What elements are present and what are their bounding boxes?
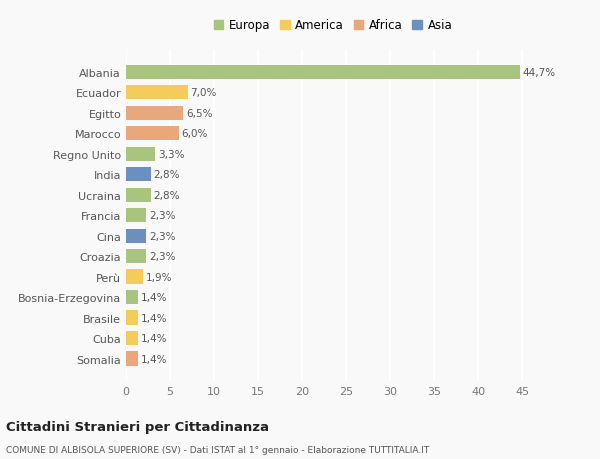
Text: 2,8%: 2,8% xyxy=(154,170,180,180)
Bar xyxy=(126,66,520,80)
Text: 1,4%: 1,4% xyxy=(141,333,167,343)
Bar xyxy=(126,127,179,141)
Bar xyxy=(126,86,188,100)
Text: 3,3%: 3,3% xyxy=(158,150,184,159)
Text: 44,7%: 44,7% xyxy=(523,67,556,78)
Text: 1,9%: 1,9% xyxy=(145,272,172,282)
Text: 6,5%: 6,5% xyxy=(186,108,212,118)
Text: 1,4%: 1,4% xyxy=(141,313,167,323)
Bar xyxy=(126,270,143,284)
Bar xyxy=(126,229,146,243)
Bar xyxy=(126,311,139,325)
Text: 2,3%: 2,3% xyxy=(149,231,175,241)
Bar xyxy=(126,168,151,182)
Text: Cittadini Stranieri per Cittadinanza: Cittadini Stranieri per Cittadinanza xyxy=(6,420,269,433)
Bar xyxy=(126,291,139,305)
Text: 2,8%: 2,8% xyxy=(154,190,180,200)
Text: COMUNE DI ALBISOLA SUPERIORE (SV) - Dati ISTAT al 1° gennaio - Elaborazione TUTT: COMUNE DI ALBISOLA SUPERIORE (SV) - Dati… xyxy=(6,445,429,454)
Bar xyxy=(126,352,139,366)
Text: 1,4%: 1,4% xyxy=(141,292,167,302)
Bar xyxy=(126,208,146,223)
Bar xyxy=(126,249,146,264)
Text: 1,4%: 1,4% xyxy=(141,354,167,364)
Text: 6,0%: 6,0% xyxy=(181,129,208,139)
Text: 2,3%: 2,3% xyxy=(149,211,175,221)
Text: 7,0%: 7,0% xyxy=(190,88,217,98)
Bar xyxy=(126,331,139,346)
Legend: Europa, America, Africa, Asia: Europa, America, Africa, Asia xyxy=(211,17,455,34)
Bar xyxy=(126,147,155,162)
Bar xyxy=(126,188,151,202)
Text: 2,3%: 2,3% xyxy=(149,252,175,262)
Bar xyxy=(126,106,183,121)
